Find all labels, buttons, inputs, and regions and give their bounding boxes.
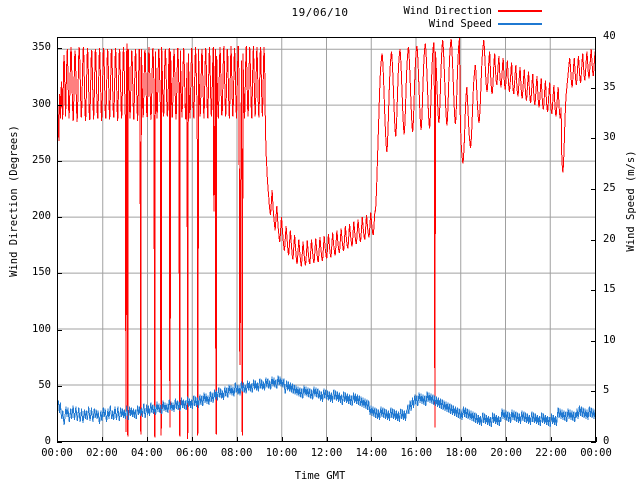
y-tick-right-15: 15 [603, 283, 616, 296]
y-tick-right-30: 30 [603, 131, 616, 144]
legend-label-wind-direction: Wind Direction [403, 4, 492, 17]
tick-mark [236, 437, 238, 442]
x-tick-18:00-9: 18:00 [445, 447, 478, 459]
tick-mark [506, 437, 508, 442]
legend-swatch-wind-direction [498, 9, 542, 12]
tick-mark [191, 437, 193, 442]
tick-mark [551, 437, 553, 442]
y-tick-left-100: 100 [32, 322, 51, 335]
x-tick-00:00-12: 00:00 [580, 447, 612, 459]
y-tick-right-10: 10 [603, 333, 616, 346]
tick-mark [57, 48, 62, 50]
y-tick-right-20: 20 [603, 232, 616, 245]
x-tick-22:00-11: 22:00 [535, 447, 567, 459]
tick-mark [591, 87, 596, 89]
x-tick-16:00-8: 16:00 [400, 447, 433, 459]
y-tick-right-40: 40 [603, 30, 616, 42]
y-tick-right-25: 25 [603, 181, 616, 194]
y-tick-left-200: 200 [32, 210, 51, 222]
tick-mark [591, 442, 596, 443]
x-tick-02:00-1: 02:00 [86, 447, 118, 459]
tick-mark [146, 437, 148, 442]
tick-mark [591, 391, 596, 393]
x-tick-00:00-0: 00:00 [41, 447, 73, 459]
tick-mark [461, 437, 463, 442]
y-tick-left-0: 0 [44, 435, 51, 447]
tick-mark [57, 104, 62, 106]
x-axis-title: Time GMT [294, 470, 346, 482]
y-tick-right-35: 35 [603, 80, 616, 93]
tick-mark [371, 437, 373, 442]
y-tick-left-350: 350 [32, 41, 51, 54]
x-tick-08:00-4: 08:00 [220, 447, 253, 459]
tick-mark [57, 437, 58, 442]
legend-swatch-wind-speed [498, 22, 542, 25]
y-tick-right-5: 5 [603, 384, 610, 397]
tick-mark [591, 188, 596, 190]
tick-mark [591, 239, 596, 241]
y-tick-left-150: 150 [32, 266, 51, 279]
x-tick-20:00-10: 20:00 [490, 447, 522, 459]
tick-mark [591, 37, 596, 38]
tick-mark [326, 437, 328, 442]
x-tick-14:00-7: 14:00 [355, 447, 388, 459]
tick-mark [101, 437, 103, 442]
tick-mark [57, 442, 62, 443]
series-lines [58, 38, 595, 439]
chart-title: 19/06/10 [291, 6, 349, 19]
tick-mark [57, 385, 62, 387]
x-tick-12:00-6: 12:00 [310, 447, 343, 459]
y-tick-left-300: 300 [32, 97, 51, 110]
legend-item-wind-direction: Wind Direction [367, 4, 542, 17]
tick-mark [57, 273, 62, 275]
tick-mark [591, 138, 596, 140]
tick-mark [57, 160, 62, 162]
tick-mark [281, 437, 283, 442]
tick-mark [596, 437, 597, 442]
y-tick-left-250: 250 [32, 153, 51, 166]
tick-mark [416, 437, 418, 442]
tick-mark [57, 217, 62, 218]
legend-item-wind-speed: Wind Speed [367, 17, 542, 30]
tick-mark [591, 290, 596, 292]
x-tick-04:00-2: 04:00 [131, 447, 163, 459]
plot-area [57, 37, 596, 442]
y-tick-left-50: 50 [38, 378, 51, 391]
x-tick-10:00-5: 10:00 [265, 447, 298, 459]
tick-mark [57, 329, 62, 331]
legend-label-wind-speed: Wind Speed [428, 17, 492, 30]
legend: Wind Direction Wind Speed [363, 1, 546, 33]
gridlines [58, 38, 595, 441]
y-tick-right-0: 0 [603, 435, 610, 447]
x-tick-06:00-3: 06:00 [175, 447, 208, 459]
tick-mark [591, 340, 596, 342]
